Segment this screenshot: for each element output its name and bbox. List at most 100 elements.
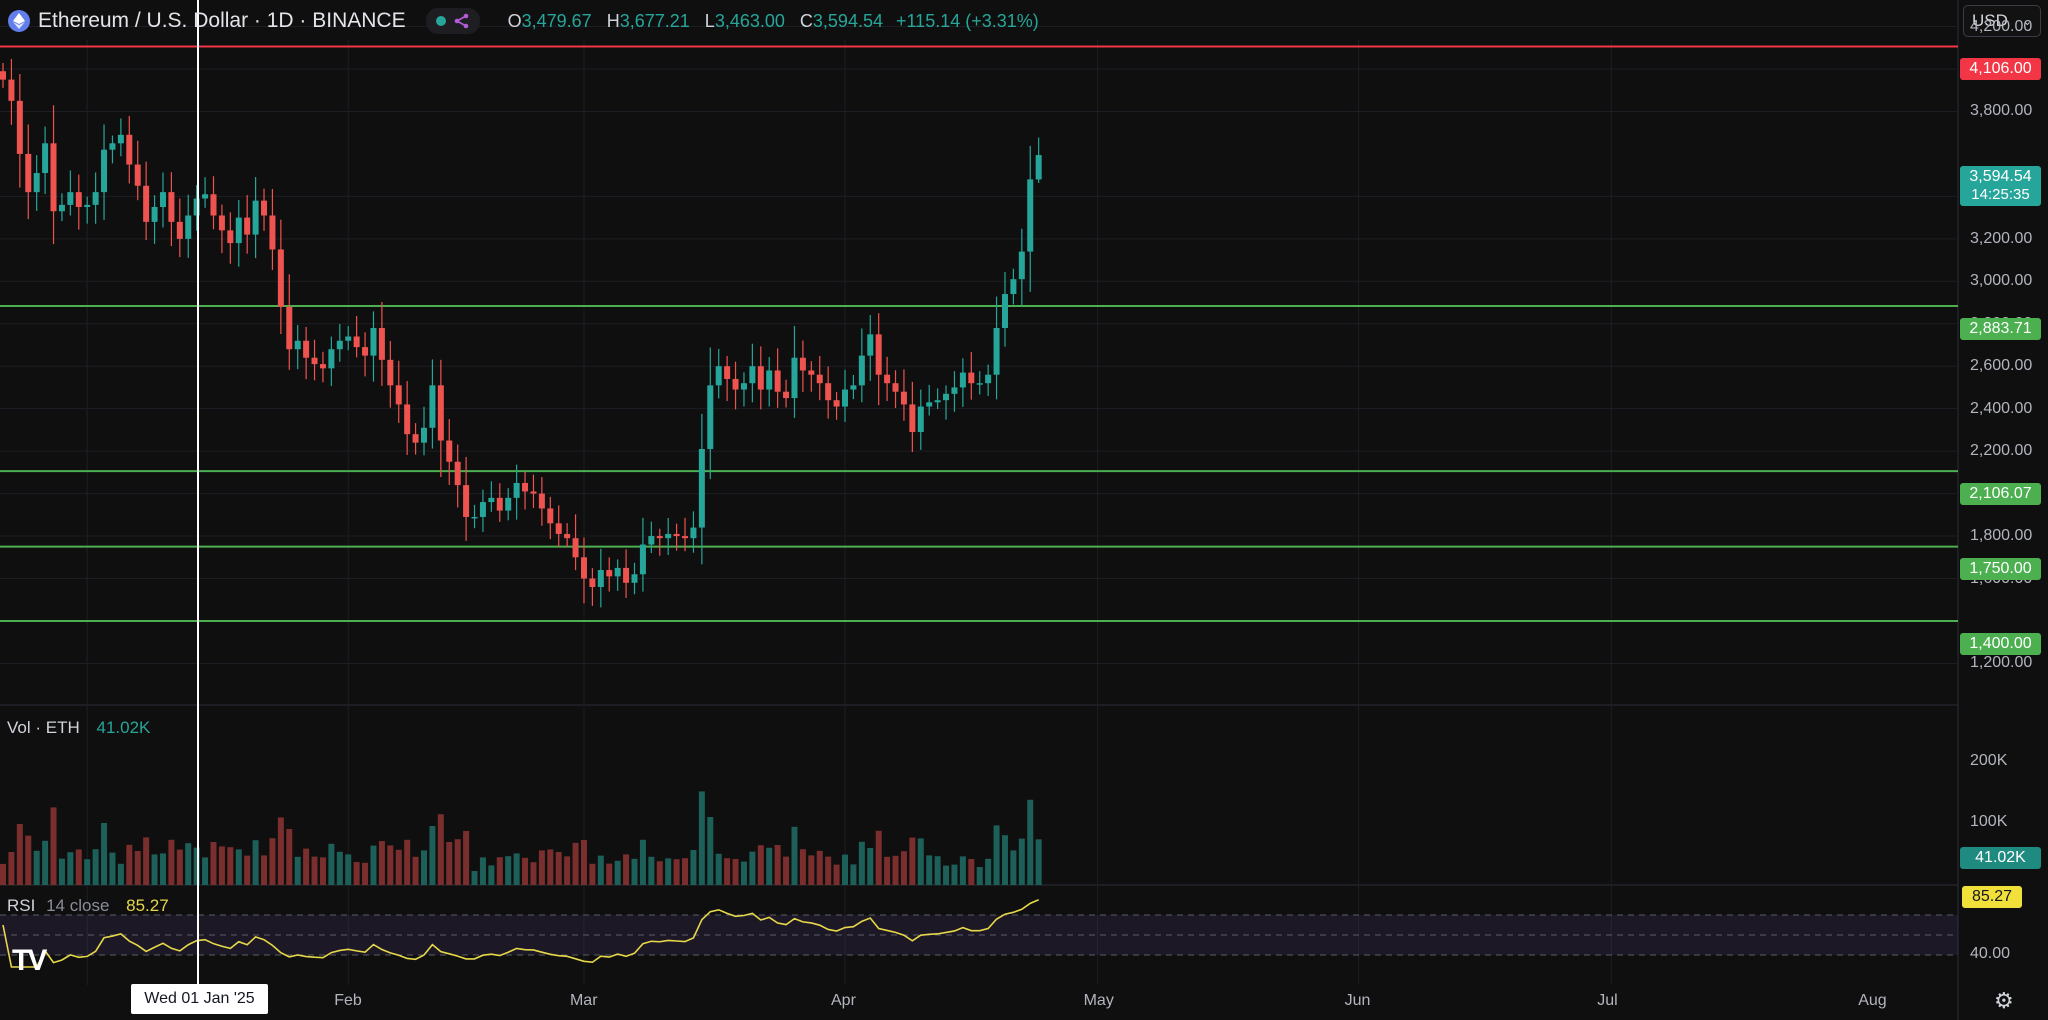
volume-bar	[303, 848, 310, 885]
support-tag-1: 2,883.71	[1960, 318, 2041, 340]
candle-body	[555, 523, 562, 534]
candle-body	[740, 383, 747, 390]
volume-bar	[698, 791, 705, 885]
candle-body	[656, 536, 663, 539]
tradingview-logo[interactable]: TV	[12, 944, 47, 977]
volume-bar	[799, 849, 806, 885]
candle-body	[673, 533, 680, 537]
candle-body	[951, 387, 958, 394]
volume-bar	[126, 844, 133, 885]
candle-body	[690, 527, 697, 539]
candle-body	[404, 404, 411, 435]
volume-bar	[227, 847, 234, 885]
volume-bar	[42, 840, 49, 885]
rsi-tag: 85.27	[1962, 886, 2022, 908]
candle-body	[538, 493, 545, 509]
volume-bar	[909, 837, 916, 885]
candle-body	[808, 370, 815, 375]
candle-body	[277, 249, 284, 307]
time-axis-label: Feb	[334, 992, 362, 1009]
gear-icon[interactable]: ⚙	[1994, 988, 2014, 1013]
volume-bar	[446, 842, 453, 885]
candle-body	[766, 370, 773, 390]
volume-bar	[252, 840, 259, 885]
candle-body	[33, 173, 40, 193]
volume-bar	[471, 871, 478, 885]
price-axis-label: 2,400.00	[1970, 399, 2033, 417]
volume-bar	[235, 849, 242, 885]
candle-body	[67, 192, 74, 205]
volume-bar	[884, 856, 891, 885]
candle-body	[1027, 179, 1034, 252]
volume-bar	[1018, 838, 1025, 885]
volume-bar	[311, 856, 318, 885]
volume-axis-100k: 100K	[1970, 813, 2008, 830]
volume-bar	[75, 849, 82, 885]
currency-select[interactable]: USD ⌄	[1963, 5, 2041, 37]
candle-body	[842, 389, 848, 407]
volume-bar	[1001, 835, 1008, 885]
candle-body	[16, 100, 23, 154]
candle-body	[143, 185, 150, 222]
volume-bar	[833, 864, 840, 885]
volume-bar	[665, 858, 672, 885]
price-axis-label: 1,800.00	[1970, 527, 2033, 545]
volume-bar	[808, 855, 815, 885]
support-tag-2: 2,106.07	[1960, 483, 2041, 505]
volume-bar	[345, 854, 352, 885]
candle-body	[707, 385, 714, 450]
candle-body	[530, 491, 537, 494]
volume-bar	[58, 858, 65, 885]
low-value: 3,463.00	[714, 10, 785, 31]
candle-body	[84, 204, 91, 207]
volume-bar	[67, 852, 74, 885]
volume-bar	[875, 830, 882, 885]
volume-bar	[353, 862, 360, 885]
candle-body	[395, 385, 402, 405]
volume-bar	[294, 856, 301, 885]
volume-bar	[766, 847, 773, 885]
candle-body	[648, 536, 655, 545]
candle-body	[168, 192, 175, 222]
volume-bar	[1010, 850, 1017, 885]
candle-body	[176, 221, 183, 239]
candle-body	[0, 71, 6, 80]
volume-bar	[505, 856, 512, 885]
volume-bar	[1035, 839, 1042, 885]
candle-body	[210, 194, 217, 216]
candle-body	[682, 536, 689, 539]
candle-body	[42, 143, 49, 174]
volume-bar	[176, 849, 183, 885]
candle-body	[623, 567, 630, 583]
volume-bar	[842, 854, 848, 885]
candle-body	[926, 402, 933, 407]
volume-bar	[639, 839, 646, 885]
candle-body	[976, 383, 983, 385]
share-icon	[454, 13, 468, 29]
candle-body	[724, 366, 731, 379]
volume-bar	[732, 859, 739, 885]
time-axis-label: May	[1083, 992, 1114, 1009]
volume-tag: 41.02K	[1960, 847, 2041, 869]
volume-bar	[623, 854, 630, 885]
candle-body	[900, 391, 907, 405]
candle-body	[8, 79, 15, 101]
volume-bar	[985, 858, 992, 885]
market-status-pill[interactable]	[425, 8, 480, 34]
candle-body	[454, 461, 461, 486]
volume-bar	[757, 845, 764, 885]
support-tag-4: 1,400.00	[1960, 633, 2041, 655]
candle-body	[92, 192, 99, 205]
volume-bar	[277, 817, 284, 885]
candle-body	[235, 217, 242, 244]
candle-body	[884, 374, 891, 384]
volume-axis-200k: 200K	[1970, 752, 2008, 769]
rsi-legend: RSI 14 close 85.27	[7, 896, 169, 915]
candle-body	[505, 497, 512, 511]
symbol-title[interactable]: Ethereum / U.S. Dollar · 1D · BINANCE	[38, 9, 406, 32]
volume-bar	[858, 841, 865, 885]
volume-bar	[421, 850, 427, 885]
candle-body	[1010, 279, 1017, 295]
candle-body	[858, 355, 865, 386]
